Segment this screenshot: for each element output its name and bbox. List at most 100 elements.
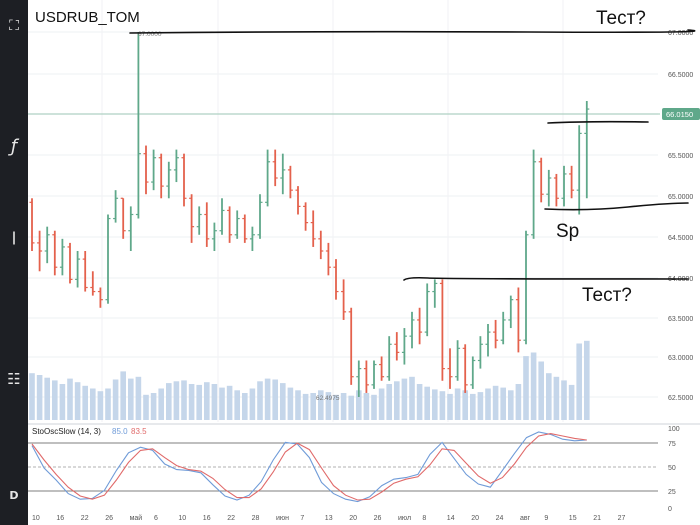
- current-price-badge: [662, 108, 700, 120]
- indicator-settings-icon[interactable]: ☷: [7, 370, 21, 388]
- volume-bar: [424, 386, 430, 420]
- osc-level-tick: 100: [668, 426, 680, 433]
- volume-bar: [280, 383, 286, 420]
- grid: [28, 0, 658, 422]
- range-top-line: [547, 120, 649, 124]
- osc-level-tick: 75: [668, 441, 676, 448]
- volume-bar: [52, 380, 58, 420]
- volume-bar: [158, 388, 164, 420]
- price-axis: 67.0000 66.5000 65.5000 65.0000 64.5000 …: [668, 30, 693, 402]
- ohlc-bar: [447, 348, 453, 389]
- time-axis-label: 15: [569, 515, 577, 522]
- ohlc-bar: [128, 206, 134, 251]
- time-axis-label: 22: [81, 515, 89, 522]
- ohlc-bar: [75, 251, 81, 288]
- ohlc-bar: [455, 340, 461, 381]
- volume-bar: [82, 385, 88, 420]
- price-tick: 66.5000: [668, 72, 693, 79]
- time-axis-label: 16: [203, 515, 211, 522]
- ohlc-bar: [143, 145, 149, 195]
- ohlc-bar: [120, 197, 126, 239]
- time-axis-label: 9: [544, 515, 548, 522]
- ohlc-bar: [44, 226, 50, 264]
- volume-bar: [386, 384, 392, 420]
- ohlc-bar: [508, 295, 514, 329]
- osc-level-tick: 0: [668, 506, 672, 513]
- volume-bar: [59, 384, 66, 420]
- time-axis-label: 10: [178, 515, 186, 522]
- time-axis-label: 26: [105, 515, 113, 522]
- volume-bar: [492, 385, 499, 420]
- volume-bar: [135, 376, 142, 420]
- osc-level-tick: 50: [668, 465, 676, 472]
- volume-bar: [295, 390, 301, 420]
- volume-bar: [112, 379, 119, 420]
- ohlc-bar: [318, 230, 324, 260]
- ohlc-bar: [584, 100, 590, 199]
- volume-bar: [546, 373, 552, 420]
- ohlc-bar: [135, 32, 141, 219]
- annotation-test-bottom: Тест?: [582, 285, 632, 306]
- fullscreen-icon[interactable]: ⛶: [9, 18, 19, 34]
- volume-bar: [302, 393, 309, 420]
- oscillator-pane: StoOscSlow (14, 3) 85.0 83.5 100 75 50 2…: [28, 426, 680, 513]
- volume-bar: [515, 384, 522, 420]
- volume-bar: [508, 390, 514, 420]
- ohlc-bar: [303, 202, 309, 231]
- volume-bar: [340, 393, 347, 420]
- volume-bar: [188, 384, 195, 420]
- volume-bar: [432, 389, 438, 420]
- volume-bar: [416, 384, 423, 420]
- volume-bar: [242, 393, 248, 420]
- time-axis-label: 28: [252, 515, 260, 522]
- price-chart[interactable]: 67.0000 66.5000 65.5000 65.0000 64.5000 …: [28, 0, 700, 525]
- volume-bar: [257, 381, 263, 420]
- hand-drawn-annotations: [129, 29, 696, 281]
- volume-bar: [150, 393, 157, 420]
- high-price-marker: 67.0000: [138, 31, 162, 38]
- ohlc-bar: [166, 161, 172, 199]
- ohlc-bar: [90, 271, 96, 296]
- volume-bar: [36, 375, 43, 420]
- ohlc-bar: [485, 324, 491, 357]
- volume-bars: [29, 340, 590, 420]
- volume-bar: [128, 378, 134, 420]
- drawing-tool-icon[interactable]: ꞁ: [11, 226, 17, 246]
- ohlc-bar: [561, 165, 567, 207]
- oscillator-k-value: 85.0: [112, 427, 128, 436]
- ohlc-bar: [401, 328, 407, 365]
- time-axis-label: 7: [300, 515, 304, 522]
- ohlc-bar: [82, 251, 88, 292]
- ohlc-bar: [348, 307, 354, 385]
- time-axis-label: июн: [276, 515, 289, 522]
- volume-bar: [462, 390, 468, 420]
- resistance-line-bottom: [403, 276, 689, 281]
- volume-bar: [538, 361, 544, 420]
- osc-level-tick: 25: [668, 489, 676, 496]
- ohlc-bar: [432, 279, 438, 308]
- ohlc-bar: [424, 283, 430, 337]
- ohlc-bar: [470, 356, 476, 389]
- ohlc-bar: [97, 287, 103, 308]
- interval-d-button[interactable]: D: [9, 489, 19, 502]
- time-axis-label: 24: [496, 515, 504, 522]
- volume-bar: [470, 393, 476, 420]
- ohlc-bar: [219, 198, 225, 235]
- time-axis: 10 16 22 26 май 6 10 16 22 28 июн 7 13 20 26 июл 8 14 20 24…: [32, 514, 625, 522]
- ohlc-bar: [333, 259, 339, 300]
- ohlc-bar: [272, 149, 278, 187]
- ohlc-bar: [379, 356, 385, 381]
- function-icon[interactable]: ƒ: [10, 136, 18, 157]
- price-tick: 65.0000: [668, 194, 693, 201]
- volume-bar: [356, 390, 362, 420]
- volume-bar: [74, 382, 81, 420]
- ohlc-bar: [515, 287, 521, 353]
- volume-bar: [394, 381, 400, 420]
- time-axis-label: 10: [32, 515, 40, 522]
- ohlc-bar: [242, 214, 248, 243]
- current-price-label: 66.0150: [666, 110, 693, 119]
- ohlc-bar: [196, 206, 202, 235]
- ohlc-bar: [227, 206, 233, 243]
- time-axis-label: июл: [398, 515, 411, 522]
- ohlc-bar: [158, 153, 164, 199]
